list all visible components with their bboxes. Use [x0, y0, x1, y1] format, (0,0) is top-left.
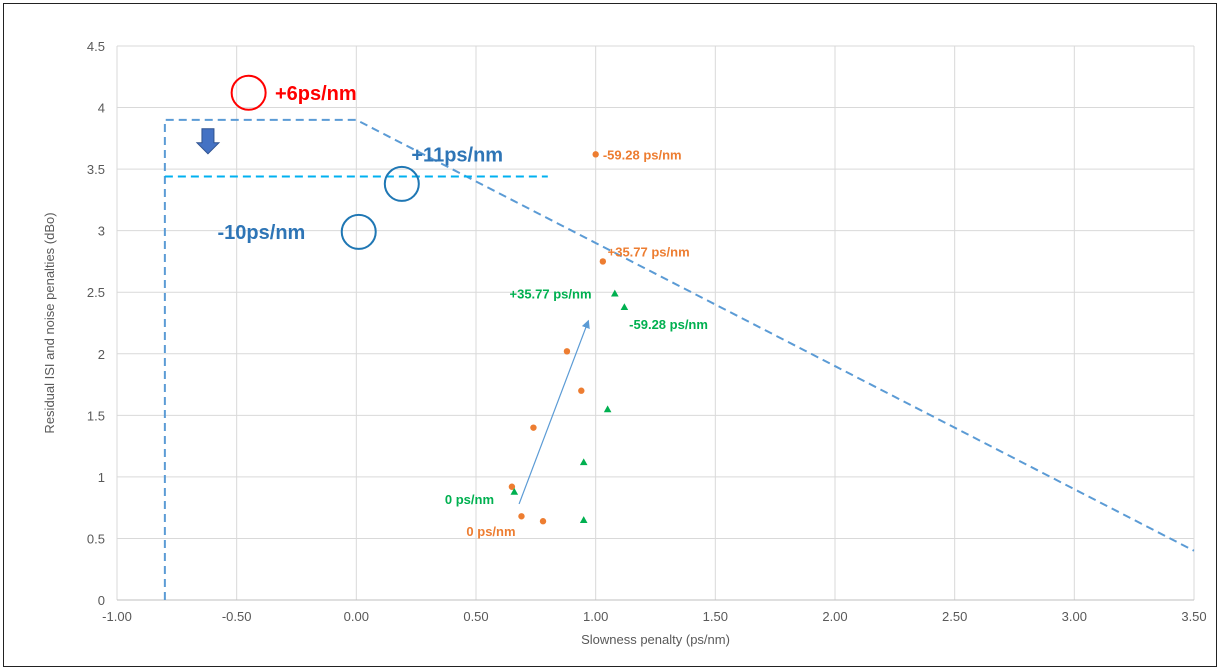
- x-tick-label: 1.50: [703, 609, 728, 624]
- reference-line: [163, 118, 1195, 600]
- data-point-orange: [592, 151, 599, 158]
- scatter-chart: -1.00 -0.50 0.00 0.50 1.00 1.50 2.00 2.50 3.00 3.…: [42, 39, 1207, 647]
- data-point-orange: [563, 348, 571, 355]
- y-tick-label: 2.5: [87, 285, 105, 300]
- annotation-label: +35.77 ps/nm: [608, 245, 690, 260]
- y-tick-label: 3: [98, 224, 105, 239]
- data-point-orange: [539, 518, 547, 525]
- data-point-orange: [508, 483, 516, 490]
- x-tick-label: 0.50: [463, 609, 488, 624]
- x-tick-label: 3.00: [1062, 609, 1087, 624]
- highlight-circle: [340, 213, 377, 250]
- y-tick-label: 1.5: [87, 408, 105, 423]
- data-point-green: [620, 303, 629, 311]
- y-tick-label: 4: [98, 101, 105, 116]
- down-arrow-icon: [195, 128, 221, 155]
- x-tick-label: 0.00: [344, 609, 369, 624]
- data-point-green: [510, 487, 519, 495]
- annotation-label: +6ps/nm: [275, 83, 357, 105]
- annotation-label: +11ps/nm: [411, 144, 503, 166]
- reference-lines: [163, 118, 1195, 600]
- annotation-label: 0 ps/nm: [445, 492, 494, 507]
- data-point-orange: [599, 258, 607, 265]
- x-tick-label: -1.00: [102, 609, 132, 624]
- chart-frame: -1.00 -0.50 0.00 0.50 1.00 1.50 2.00 2.50 3.00 3.…: [3, 3, 1217, 667]
- x-tick-label: 2.50: [942, 609, 967, 624]
- annotation-label: -59.28 ps/nm: [603, 147, 682, 162]
- annotations: +6ps/nm +11ps/nm -10ps/nm -59.28 ps/nm +35.7…: [218, 74, 708, 539]
- annotation-label: 0 ps/nm: [466, 524, 515, 539]
- x-tick-label: -0.50: [222, 609, 252, 624]
- annotation-label: +35.77 ps/nm: [510, 286, 592, 301]
- data-point-green: [611, 289, 619, 297]
- data-point-green: [579, 516, 588, 524]
- trend-arrow: [518, 319, 590, 505]
- y-tick-label: 1: [98, 470, 105, 485]
- data-points: [508, 151, 629, 525]
- highlight-circle: [230, 74, 267, 111]
- annotation-label: -59.28 ps/nm: [629, 317, 708, 332]
- x-tick-label: 2.00: [822, 609, 847, 624]
- data-point-green: [603, 405, 612, 413]
- data-point-orange: [518, 513, 525, 520]
- y-tick-label: 3.5: [87, 162, 105, 177]
- annotation-label: -10ps/nm: [218, 222, 306, 244]
- axes-layer: -1.00 -0.50 0.00 0.50 1.00 1.50 2.00 2.50 3.00 3.…: [87, 39, 1207, 624]
- y-tick-label: 0: [98, 593, 105, 608]
- y-tick-label: 4.5: [87, 39, 105, 54]
- highlight-circle: [383, 165, 420, 202]
- y-axis-title: Residual ISI and noise penalties (dBo): [42, 212, 57, 433]
- y-tick-label: 2: [98, 347, 105, 362]
- data-point-green: [579, 458, 588, 466]
- y-tick-label: 0.5: [87, 531, 105, 546]
- data-point-orange: [530, 424, 537, 431]
- data-point-orange: [578, 387, 585, 394]
- x-tick-label: 3.50: [1181, 609, 1206, 624]
- x-axis-title: Slowness penalty (ps/nm): [581, 632, 730, 647]
- x-tick-label: 1.00: [583, 609, 608, 624]
